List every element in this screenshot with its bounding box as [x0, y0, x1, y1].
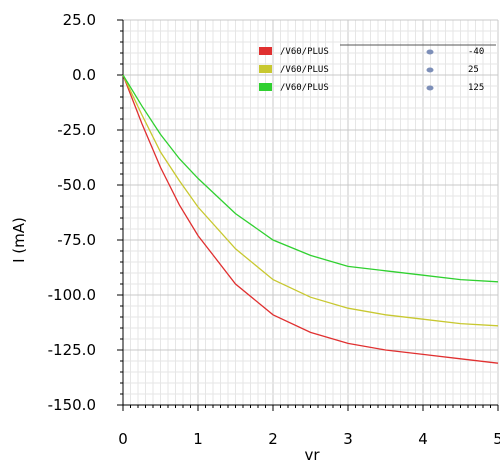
legend-marker-icon	[426, 67, 434, 73]
x-tick-label: 3	[343, 430, 353, 448]
legend-swatch-1	[259, 47, 272, 55]
y-tick-label: 25.0	[63, 11, 96, 29]
legend-param-2: 25	[468, 65, 479, 75]
y-tick-label: -125.0	[48, 341, 96, 359]
y-tick-label: 0.0	[72, 66, 96, 84]
legend-swatch-2	[259, 65, 272, 73]
y-tick-label: -150.0	[48, 396, 96, 414]
series-lines	[122, 74, 499, 364]
legend-param-1: -40	[468, 47, 484, 57]
legend-param-3: 125	[468, 83, 484, 93]
series-line-3	[122, 74, 499, 283]
legend-swatch-3	[259, 83, 272, 91]
legend-marker-icon	[426, 85, 434, 91]
y-axis-title: I (mA)	[10, 217, 28, 263]
x-tick-label: 5	[493, 430, 500, 448]
series-line-1	[122, 74, 499, 364]
x-tick-label: 0	[118, 430, 128, 448]
y-tick-label: -100.0	[48, 286, 96, 304]
y-tick-label: -25.0	[57, 121, 96, 139]
axes	[117, 19, 499, 411]
x-tick-label: 2	[268, 430, 278, 448]
legend-label-2: /V60/PLUS	[280, 65, 329, 75]
legend: /V60/PLUS -40/V60/PLUS 25/V60/PLUS 125	[259, 44, 496, 93]
y-tick-label: -75.0	[57, 231, 96, 249]
x-tick-label: 4	[418, 430, 428, 448]
x-tick-label: 1	[193, 430, 203, 448]
grid	[122, 19, 499, 406]
series-line-2	[122, 74, 499, 327]
legend-label-1: /V60/PLUS	[280, 47, 329, 57]
tick-labels: 0 1 2 3 4 5 25.0 0.0 -25.0 -50.0 -75.0 -100.0 -125.0…	[48, 11, 500, 448]
legend-label-3: /V60/PLUS	[280, 83, 329, 93]
x-axis-title: vr	[304, 446, 320, 462]
legend-marker-icon	[426, 49, 434, 55]
y-tick-label: -50.0	[57, 176, 96, 194]
